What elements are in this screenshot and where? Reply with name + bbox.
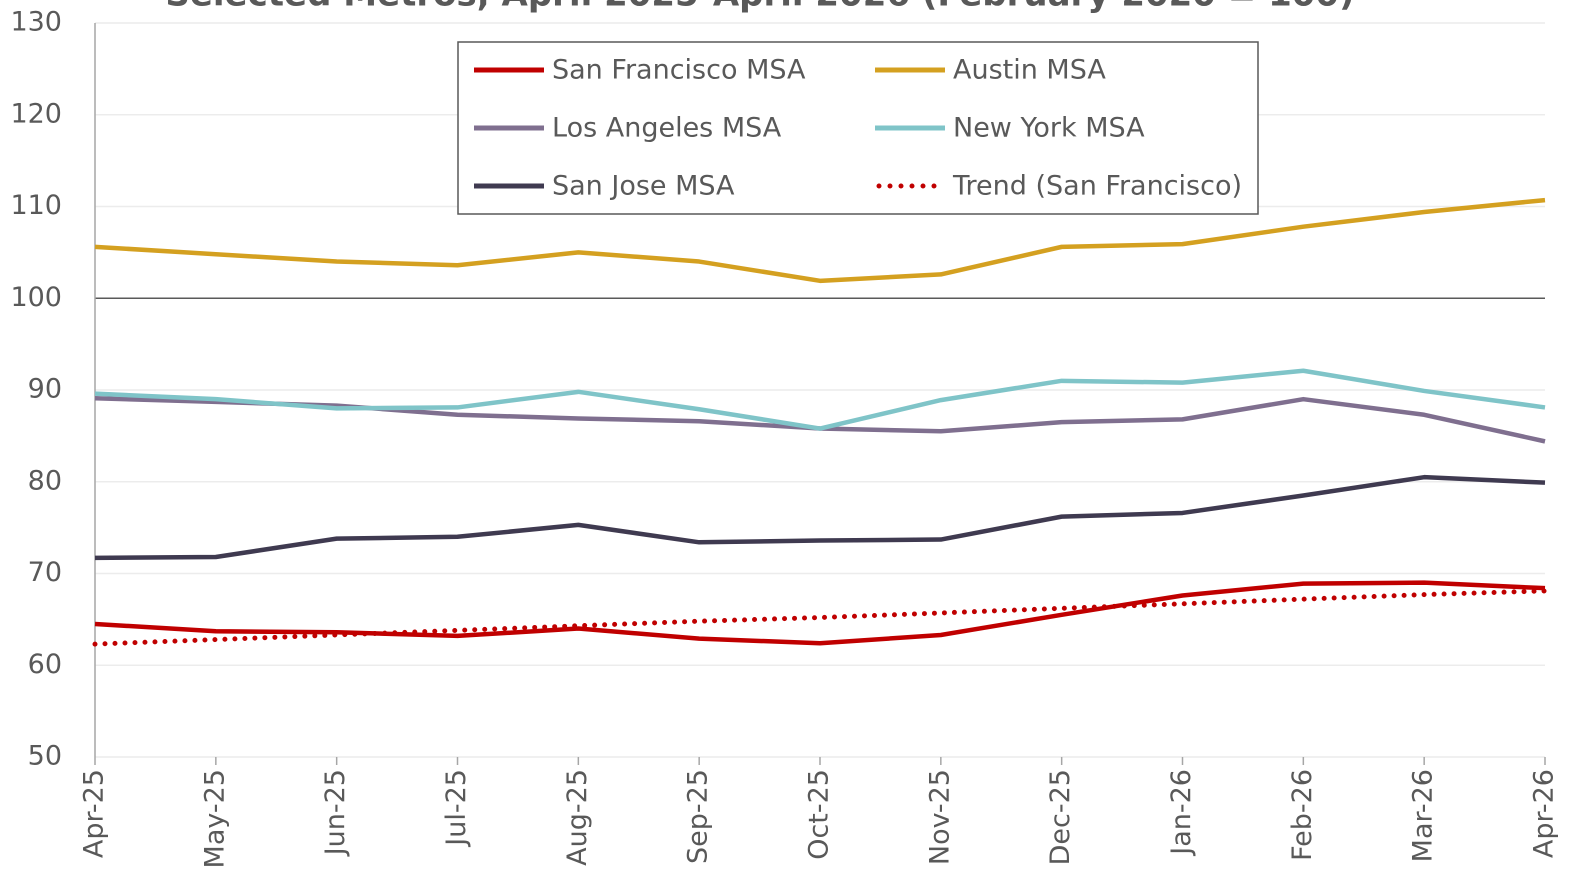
x-tick-label: Dec-25 bbox=[1045, 769, 1076, 865]
y-tick-label: 80 bbox=[28, 465, 62, 496]
x-tick-label: Jul-25 bbox=[441, 769, 472, 848]
legend-label: San Francisco MSA bbox=[552, 55, 806, 86]
y-tick-label: 100 bbox=[10, 282, 62, 313]
x-tick-label: Apr-25 bbox=[79, 769, 110, 858]
x-tick-label: Sep-25 bbox=[683, 769, 714, 864]
x-tick-label: Nov-25 bbox=[924, 769, 955, 865]
y-tick-label: 130 bbox=[10, 7, 62, 38]
x-tick-label: Jun-25 bbox=[320, 769, 351, 857]
x-tick-label: Mar-26 bbox=[1408, 769, 1439, 862]
x-tick-label: Oct-25 bbox=[804, 769, 835, 860]
y-tick-label: 50 bbox=[28, 741, 62, 772]
legend-label: San Jose MSA bbox=[552, 171, 735, 202]
series-line bbox=[94, 197, 1546, 284]
y-tick-label: 90 bbox=[28, 374, 62, 405]
series-line bbox=[94, 580, 1546, 646]
series-line bbox=[94, 474, 1546, 561]
x-tick-label: May-25 bbox=[199, 769, 230, 868]
x-tick-label: Jan-26 bbox=[1166, 769, 1197, 857]
series-line bbox=[92, 588, 1548, 647]
x-tick-label: Apr-26 bbox=[1529, 769, 1560, 858]
legend-label: New York MSA bbox=[953, 113, 1145, 144]
chart-title: Selected Metros, April 2025-April 2026 (… bbox=[165, 0, 1354, 15]
y-tick-label: 70 bbox=[28, 557, 62, 588]
legend-label: Austin MSA bbox=[953, 55, 1106, 86]
legend-label: Los Angeles MSA bbox=[552, 113, 782, 144]
legend-label: Trend (San Francisco) bbox=[952, 171, 1242, 202]
x-tick-label: Feb-26 bbox=[1287, 769, 1318, 861]
y-tick-label: 60 bbox=[28, 649, 62, 680]
series-line bbox=[94, 368, 1546, 431]
y-tick-label: 120 bbox=[10, 98, 62, 129]
legend-box bbox=[457, 41, 1259, 215]
x-tick-label: Aug-25 bbox=[562, 769, 593, 866]
y-tick-label: 110 bbox=[10, 190, 62, 221]
